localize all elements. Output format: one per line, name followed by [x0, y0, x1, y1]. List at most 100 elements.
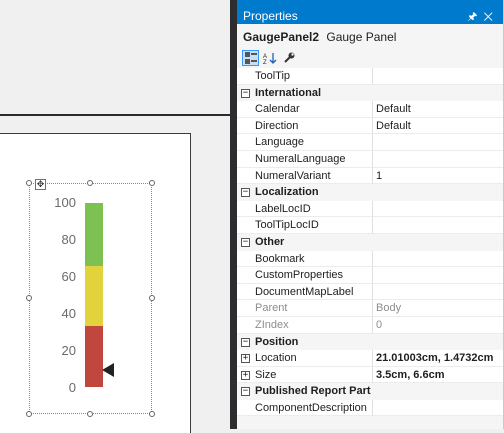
property-name: NumeralVariant — [237, 167, 372, 185]
scale-label: 20 — [61, 343, 76, 358]
move-icon[interactable]: ✥ — [35, 179, 46, 190]
resize-handle-top-right[interactable] — [149, 180, 155, 186]
property-row[interactable]: Language — [237, 134, 503, 151]
property-value: Body — [372, 300, 503, 317]
object-name: GaugePanel2 — [243, 30, 320, 44]
gauge-range-mid — [85, 265, 103, 327]
category-label: Published Report Part — [237, 383, 503, 400]
gauge-pointer-icon — [102, 363, 114, 378]
scale-label: 0 — [68, 380, 76, 395]
object-type: Gauge Panel — [326, 30, 397, 44]
property-value[interactable]: 1 — [372, 167, 503, 185]
svg-text:A: A — [263, 54, 267, 60]
panel-splitter[interactable] — [230, 0, 237, 429]
scale-label: 100 — [54, 195, 76, 210]
property-name: Parent — [237, 300, 372, 317]
resize-handle-bottom-right[interactable] — [149, 411, 155, 417]
object-selector[interactable]: GaugePanel2 Gauge Panel — [237, 24, 503, 48]
property-row[interactable]: Size 3.5cm, 6.6cm + — [237, 366, 503, 384]
property-value[interactable] — [372, 217, 503, 234]
scale-label: 40 — [61, 306, 76, 321]
categorized-view-icon[interactable] — [242, 50, 259, 66]
property-value[interactable] — [372, 267, 503, 284]
category-label: Other — [237, 233, 503, 251]
category-label: Localization — [237, 184, 503, 201]
property-value[interactable] — [372, 399, 503, 417]
gauge-range-low — [85, 326, 103, 387]
property-name: Location — [237, 350, 372, 367]
property-name: ToolTip — [237, 68, 372, 85]
property-name: NumeralLanguage — [237, 150, 372, 168]
property-row[interactable]: ComponentDescription — [237, 399, 503, 417]
property-name: ZIndex — [237, 316, 372, 334]
resize-handle-top-left[interactable] — [26, 180, 32, 186]
property-row[interactable]: CustomProperties — [237, 267, 503, 284]
collapse-icon[interactable]: − — [241, 336, 250, 347]
property-value[interactable]: 3.5cm, 6.6cm — [372, 366, 503, 384]
svg-text:Z: Z — [263, 60, 267, 64]
scale-label: 60 — [61, 269, 76, 284]
property-category[interactable]: Localization − — [237, 184, 503, 201]
property-name: Direction — [237, 117, 372, 135]
property-row[interactable]: LabelLocID — [237, 200, 503, 218]
property-row[interactable]: NumeralVariant 1 — [237, 167, 503, 185]
property-name: LabelLocID — [237, 200, 372, 218]
property-name: CustomProperties — [237, 267, 372, 284]
section-divider — [0, 114, 230, 116]
pin-icon[interactable]: 🖈 — [467, 11, 484, 23]
property-value[interactable]: Default — [372, 117, 503, 135]
collapse-icon[interactable]: − — [241, 236, 250, 247]
property-value[interactable] — [372, 200, 503, 218]
collapse-icon[interactable]: − — [241, 87, 250, 98]
resize-handle-left[interactable] — [26, 295, 32, 301]
scale-label: 80 — [61, 232, 76, 247]
property-value[interactable] — [372, 68, 503, 85]
property-category[interactable]: International − — [237, 84, 503, 102]
property-row[interactable]: Location 21.01003cm, 1.4732cm + — [237, 350, 503, 367]
property-row[interactable]: Parent Body — [237, 300, 503, 317]
close-icon[interactable]: ✕ — [483, 11, 499, 23]
resize-handle-bottom-left[interactable] — [26, 411, 32, 417]
resize-handle-top[interactable] — [87, 180, 93, 186]
category-label: International — [237, 84, 503, 102]
property-row[interactable]: DocumentMapLabel — [237, 283, 503, 301]
expand-icon[interactable]: + — [241, 353, 250, 364]
property-category[interactable]: Published Report Part − — [237, 383, 503, 400]
property-name: Bookmark — [237, 250, 372, 268]
report-design-surface: ✥ 100 80 60 40 20 0 — [0, 0, 230, 433]
property-value[interactable]: 21.01003cm, 1.4732cm — [372, 350, 503, 367]
property-value[interactable] — [372, 283, 503, 301]
property-pages-icon[interactable] — [280, 50, 297, 66]
property-row[interactable]: Direction Default — [237, 117, 503, 135]
property-value: 0 — [372, 316, 503, 334]
property-grid: ToolTip International − Calendar Default Dire… — [237, 68, 503, 417]
property-category[interactable]: Position − — [237, 333, 503, 351]
collapse-icon[interactable]: − — [241, 386, 250, 397]
resize-handle-bottom[interactable] — [87, 411, 93, 417]
property-category[interactable]: Other − — [237, 233, 503, 251]
property-row[interactable]: ToolTipLocID — [237, 217, 503, 234]
property-value[interactable]: Default — [372, 101, 503, 118]
property-row[interactable]: Calendar Default — [237, 101, 503, 118]
property-name: Size — [237, 366, 372, 384]
property-value[interactable] — [372, 150, 503, 168]
property-row[interactable]: Bookmark — [237, 250, 503, 268]
resize-handle-right[interactable] — [149, 295, 155, 301]
expand-icon[interactable]: + — [241, 369, 250, 380]
gauge-range-high — [85, 203, 103, 266]
property-row[interactable]: NumeralLanguage — [237, 150, 503, 168]
property-name: Calendar — [237, 101, 372, 118]
property-name: DocumentMapLabel — [237, 283, 372, 301]
property-value[interactable] — [372, 134, 503, 151]
properties-title-bar: Properties 🖈✕ — [237, 0, 503, 24]
property-row[interactable]: ToolTip — [237, 68, 503, 85]
property-value[interactable] — [372, 250, 503, 268]
property-name: Language — [237, 134, 372, 151]
collapse-icon[interactable]: − — [241, 187, 250, 198]
property-row[interactable]: ZIndex 0 — [237, 316, 503, 334]
property-name: ComponentDescription — [237, 399, 372, 417]
property-name: ToolTipLocID — [237, 217, 372, 234]
